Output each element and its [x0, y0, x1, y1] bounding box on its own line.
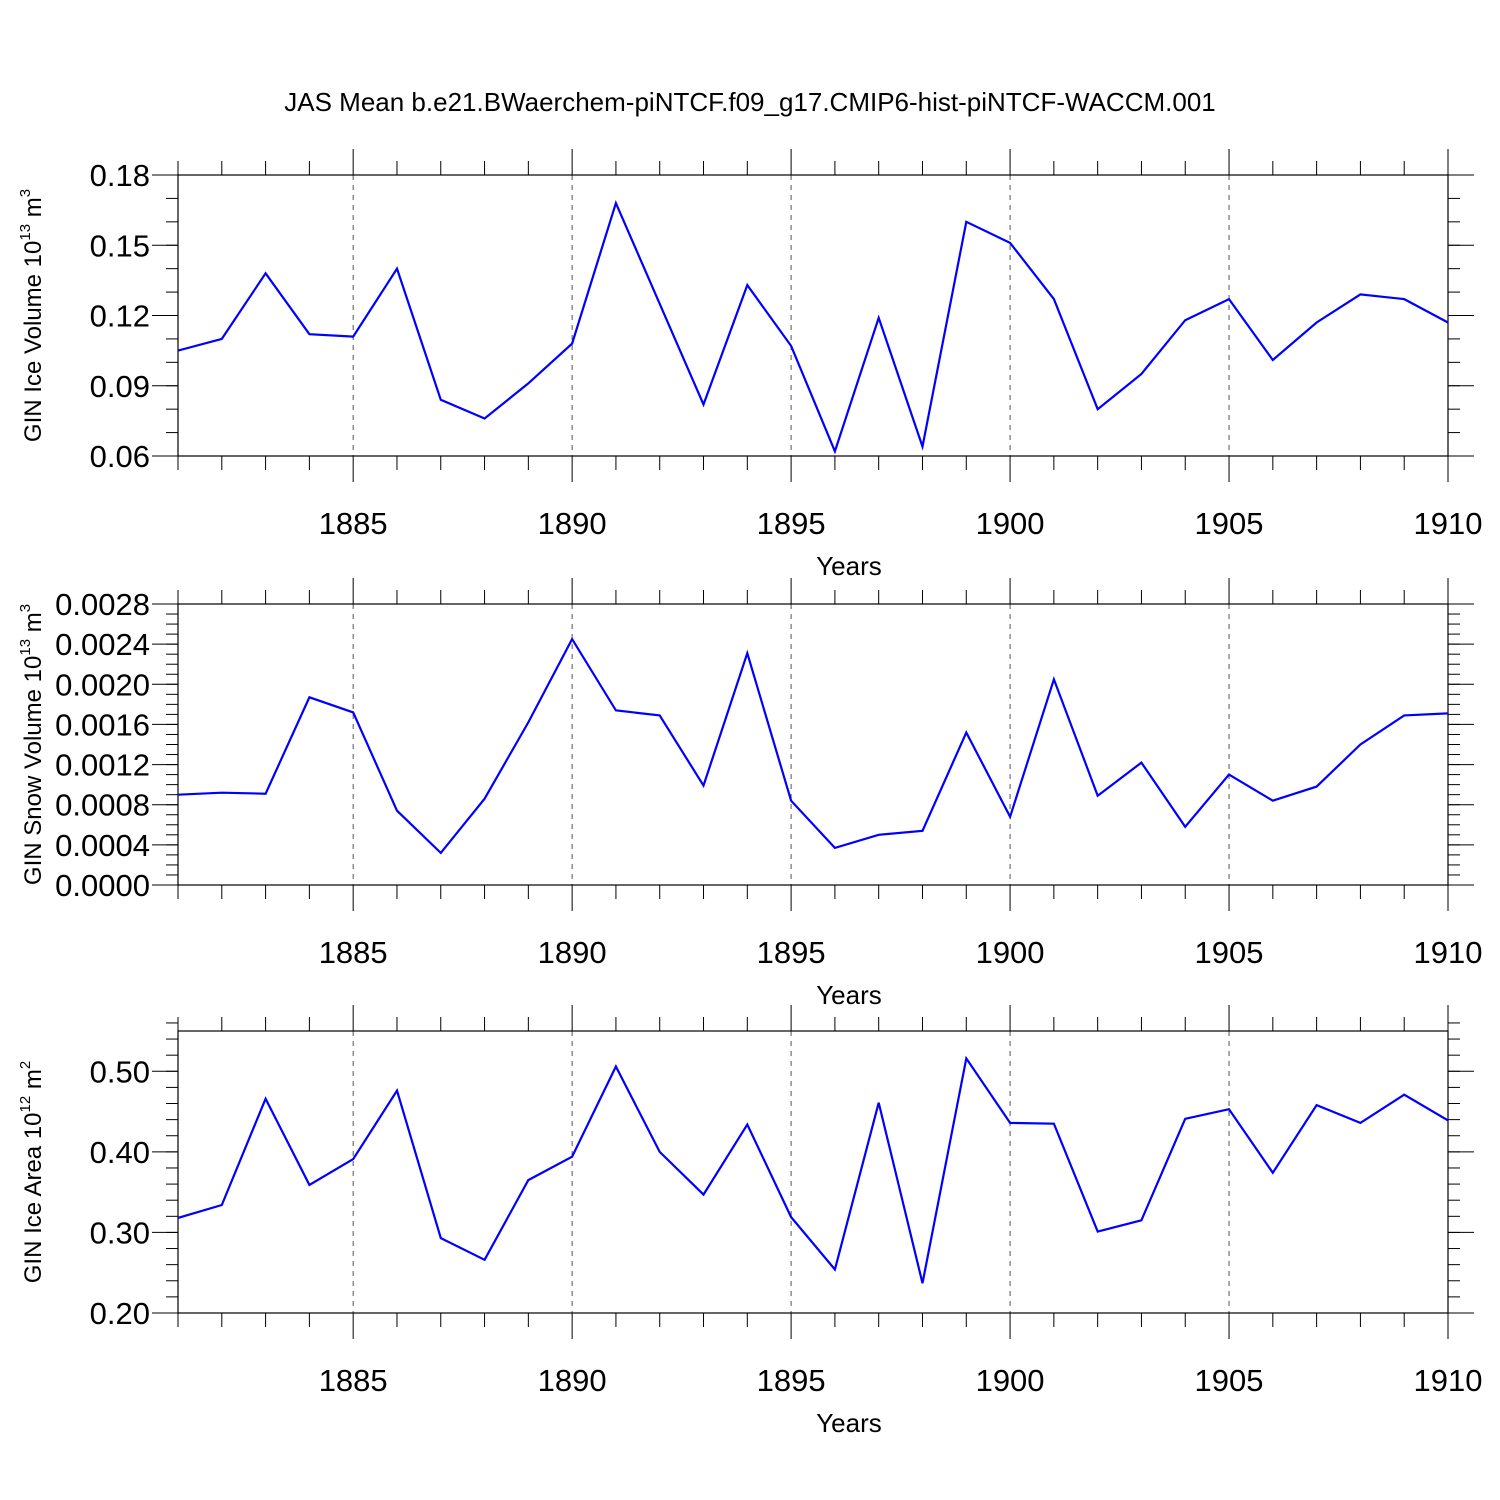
x-tick-label: 1895 — [757, 506, 826, 541]
y-tick-label: 0.09 — [90, 369, 150, 404]
y-tick-label: 0.0024 — [55, 627, 150, 662]
y-tick-label: 0.0012 — [55, 748, 150, 783]
x-tick-label: 1910 — [1414, 935, 1483, 970]
y-axis-title: GIN Ice Volume 1013 m3 — [17, 189, 47, 442]
x-tick-label: 1900 — [976, 506, 1045, 541]
x-tick-label: 1910 — [1414, 1363, 1483, 1398]
x-tick-label: 1905 — [1195, 935, 1264, 970]
x-tick-label: 1900 — [976, 935, 1045, 970]
y-axis-title-unit-exponent: 3 — [17, 189, 34, 197]
panel-1: 0.06 0.09 0.12 0.15 0.18 1885 1890 1895 1900 1905… — [17, 149, 1482, 581]
x-tick-label: 1905 — [1195, 1363, 1264, 1398]
y-axis-title-text: GIN Snow Volume 10 — [20, 656, 47, 885]
y-tick-label: 0.0016 — [55, 707, 150, 742]
x-axis-title: Years — [816, 1408, 882, 1438]
x-tick-label: 1910 — [1414, 506, 1483, 541]
y-axis-title: GIN Snow Volume 1013 m3 — [17, 604, 47, 885]
y-axis-title-unit: m — [20, 612, 47, 639]
y-axis-title-exponent: 12 — [17, 1096, 34, 1113]
x-tick-label: 1890 — [538, 506, 607, 541]
y-tick-label: 0.40 — [90, 1135, 150, 1170]
y-tick-label: 0.30 — [90, 1215, 150, 1250]
series-line — [178, 1055, 1448, 1284]
x-tick-label: 1885 — [319, 506, 388, 541]
y-tick-label: 0.12 — [90, 299, 150, 334]
y-axis-title-unit: m — [20, 197, 47, 224]
y-axis-title-unit-exponent: 2 — [17, 1061, 34, 1069]
y-tick-label: 0.0008 — [55, 788, 150, 823]
y-tick-label: 0.50 — [90, 1054, 150, 1089]
x-tick-label: 1895 — [757, 935, 826, 970]
y-tick-label: 0.15 — [90, 228, 150, 263]
panel-2: 0.0000 0.0004 0.0008 0.0012 0.0016 0.0020 0.00… — [17, 578, 1482, 1010]
x-tick-label: 1905 — [1195, 506, 1264, 541]
y-axis-title-exponent: 13 — [17, 224, 34, 241]
y-tick-label: 0.20 — [90, 1296, 150, 1331]
x-tick-label: 1885 — [319, 1363, 388, 1398]
y-tick-label: 0.0028 — [55, 587, 150, 622]
x-axis-title: Years — [816, 551, 882, 581]
y-axis-title-text: GIN Ice Area 10 — [20, 1112, 47, 1283]
y-axis-title-text: GIN Ice Volume 10 — [20, 241, 47, 442]
series-line — [178, 199, 1448, 455]
x-tick-label: 1895 — [757, 1363, 826, 1398]
y-tick-label: 0.06 — [90, 439, 150, 474]
y-tick-label: 0.0020 — [55, 667, 150, 702]
plot-frame — [177, 1030, 1449, 1314]
y-tick-label: 0.18 — [90, 158, 150, 193]
chart-title: JAS Mean b.e21.BWaerchem-piNTCF.f09_g17.… — [284, 87, 1215, 117]
plot-frame — [177, 174, 1449, 457]
y-axis-title: GIN Ice Area 1012 m2 — [17, 1061, 47, 1283]
y-tick-label: 0.0000 — [55, 868, 150, 903]
x-tick-label: 1885 — [319, 935, 388, 970]
panel-3: 0.20 0.30 0.40 0.50 1885 1890 1895 1900 1905 1910… — [17, 1005, 1482, 1438]
x-tick-label: 1900 — [976, 1363, 1045, 1398]
y-tick-label: 0.0004 — [55, 828, 150, 863]
x-tick-label: 1890 — [538, 1363, 607, 1398]
y-axis-title-unit-exponent: 3 — [17, 604, 34, 612]
plots: 0.06 0.09 0.12 0.15 0.18 1885 1890 1895 1900 1905… — [17, 149, 1482, 1438]
y-axis-title-exponent: 13 — [17, 639, 34, 656]
series-line — [178, 636, 1448, 855]
x-tick-label: 1890 — [538, 935, 607, 970]
y-axis-title-unit: m — [20, 1069, 47, 1096]
x-axis-title: Years — [816, 980, 882, 1010]
